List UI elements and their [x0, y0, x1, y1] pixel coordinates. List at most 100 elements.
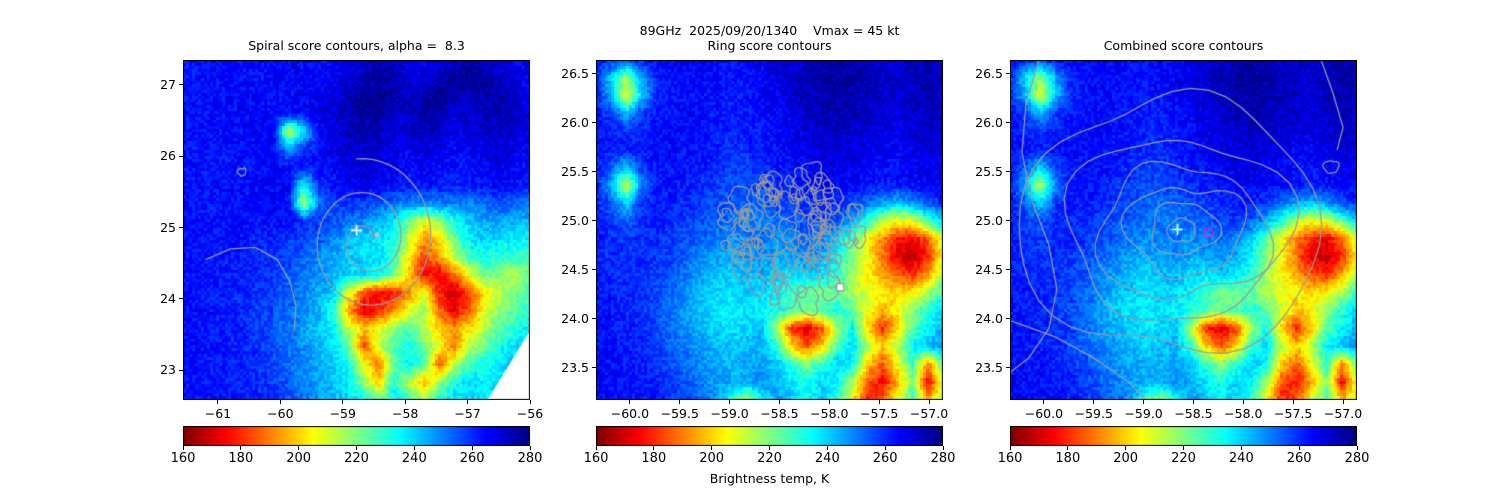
- colorbar-ring: 160 180 200 220 240 260 280: [584, 426, 955, 466]
- colorbar-ring-canvas: [596, 426, 943, 446]
- y-tick-label: 25.5: [975, 163, 1003, 179]
- y-tick-label: 26.0: [975, 114, 1003, 130]
- colorbar-tick-label: 200: [1113, 451, 1139, 466]
- y-tick: [592, 367, 596, 369]
- x-tick-label: −58.0: [810, 406, 849, 421]
- y-tick-label: 24.5: [561, 261, 589, 277]
- y-tick: [1006, 318, 1010, 320]
- colorbar-spiral-canvas: [183, 426, 530, 446]
- y-tick: [1006, 367, 1010, 369]
- y-tick: [179, 227, 183, 228]
- panel-title-spiral: Spiral score contours, alpha = 8.3: [248, 38, 465, 53]
- x-tick-label: −59.0: [710, 406, 749, 421]
- x-tick: [1043, 400, 1045, 404]
- colorbar-tick: [1009, 446, 1011, 450]
- colorbar-tick-label: 160: [997, 451, 1023, 466]
- colorbar-tick: [1356, 446, 1358, 450]
- x-tick: [1143, 400, 1145, 404]
- y-tick-label: 26: [160, 148, 176, 164]
- x-tick: [467, 400, 469, 404]
- colorbar-tick-label: 180: [228, 451, 254, 466]
- colorbar-tick: [471, 446, 473, 450]
- colorbar-tick-label: 200: [286, 451, 312, 466]
- x-tick: [679, 400, 681, 404]
- combined-heatmap-canvas: [1010, 60, 1357, 400]
- panel-title-ring: Ring score contours: [707, 38, 832, 53]
- x-tick: [778, 400, 780, 404]
- y-tick: [1006, 122, 1010, 124]
- colorbar-tick-label: 260: [459, 451, 485, 466]
- y-tick-label: 25.0: [975, 212, 1003, 228]
- figure-suptitle: 89GHz 2025/09/20/1340 Vmax = 45 kt: [639, 23, 900, 38]
- y-tick: [1006, 269, 1010, 271]
- colorbar-tick-label: 240: [401, 451, 427, 466]
- y-tick: [592, 171, 596, 173]
- colorbar-tick: [1240, 446, 1242, 450]
- colorbar-axis-label: Brightness temp, K: [709, 471, 830, 486]
- x-tick: [828, 400, 830, 404]
- x-tick-label: −57: [454, 406, 481, 421]
- colorbar-tick: [182, 446, 184, 450]
- y-tick-label: 23.5: [561, 359, 589, 375]
- colorbar-combined-canvas: [1010, 426, 1357, 446]
- x-tick-label: −61: [204, 406, 232, 421]
- x-tick: [1192, 400, 1194, 404]
- y-tick-label: 23.5: [975, 359, 1003, 375]
- colorbar-tick-label: 260: [872, 451, 898, 466]
- colorbar-tick-label: 180: [1055, 451, 1081, 466]
- y-tick-label: 25.0: [561, 212, 589, 228]
- colorbar-tick-label: 280: [517, 451, 543, 466]
- spiral-heatmap-canvas: [183, 60, 530, 400]
- colorbar-spiral: 160 180 200 220 240 260 280: [171, 426, 542, 466]
- x-tick-label: −57.5: [1274, 406, 1313, 421]
- colorbar-tick-label: 220: [344, 451, 369, 466]
- colorbar-tick: [884, 446, 886, 450]
- y-tick: [1006, 73, 1010, 75]
- colorbar-tick-label: 240: [1228, 451, 1254, 466]
- y-tick-label: 24.5: [975, 261, 1003, 277]
- colorbar-tick-label: 280: [930, 451, 956, 466]
- colorbar-tick-label: 160: [583, 451, 609, 466]
- colorbar-combined: 160 180 200 220 240 260 280: [998, 426, 1369, 466]
- colorbar-tick-label: 220: [757, 451, 782, 466]
- x-tick: [217, 400, 219, 404]
- colorbar-tick: [1067, 446, 1069, 450]
- colorbar-tick-label: 260: [1286, 451, 1312, 466]
- x-tick-label: −59.5: [660, 406, 699, 421]
- y-tick: [592, 220, 596, 222]
- colorbar-tick-label: 220: [1171, 451, 1196, 466]
- ring-score-panel: −60.0 −59.5 −59.0 −58.5 −58.0 −57.5 −57.0 26.5 2…: [561, 60, 948, 421]
- x-tick-label: −59.0: [1124, 406, 1163, 421]
- y-tick: [179, 298, 183, 300]
- y-tick: [592, 73, 596, 75]
- x-tick-label: −60: [267, 406, 294, 421]
- y-tick-label: 23: [160, 362, 176, 378]
- x-tick-label: −58.5: [760, 406, 799, 421]
- colorbar-tick: [240, 446, 242, 450]
- x-tick: [878, 400, 880, 404]
- colorbar-tick: [1298, 446, 1300, 450]
- colorbar-tick: [653, 446, 655, 450]
- y-tick: [592, 122, 596, 124]
- y-tick: [592, 269, 596, 271]
- y-tick-label: 27: [160, 76, 176, 92]
- x-tick-label: −58: [391, 406, 419, 421]
- x-tick-label: −59.5: [1074, 406, 1113, 421]
- combined-score-panel: −60.0 −59.5 −59.0 −58.5 −58.0 −57.5 −57.0 26.5 2…: [975, 60, 1362, 421]
- x-tick: [1093, 400, 1095, 404]
- x-tick: [928, 400, 930, 404]
- colorbar-tick-label: 160: [170, 451, 196, 466]
- y-tick-label: 25: [160, 219, 176, 235]
- panel-title-combined: Combined score contours: [1103, 38, 1264, 53]
- colorbar-tick: [1125, 446, 1127, 450]
- x-tick-label: −57.0: [909, 406, 949, 421]
- y-tick: [1006, 220, 1010, 222]
- colorbar-tick-label: 280: [1344, 451, 1370, 466]
- x-tick-label: −57.5: [860, 406, 899, 421]
- colorbar-tick: [356, 446, 357, 450]
- y-tick: [179, 369, 183, 371]
- x-tick: [1342, 400, 1344, 404]
- x-tick: [529, 400, 531, 404]
- y-tick-label: 26.5: [561, 65, 589, 81]
